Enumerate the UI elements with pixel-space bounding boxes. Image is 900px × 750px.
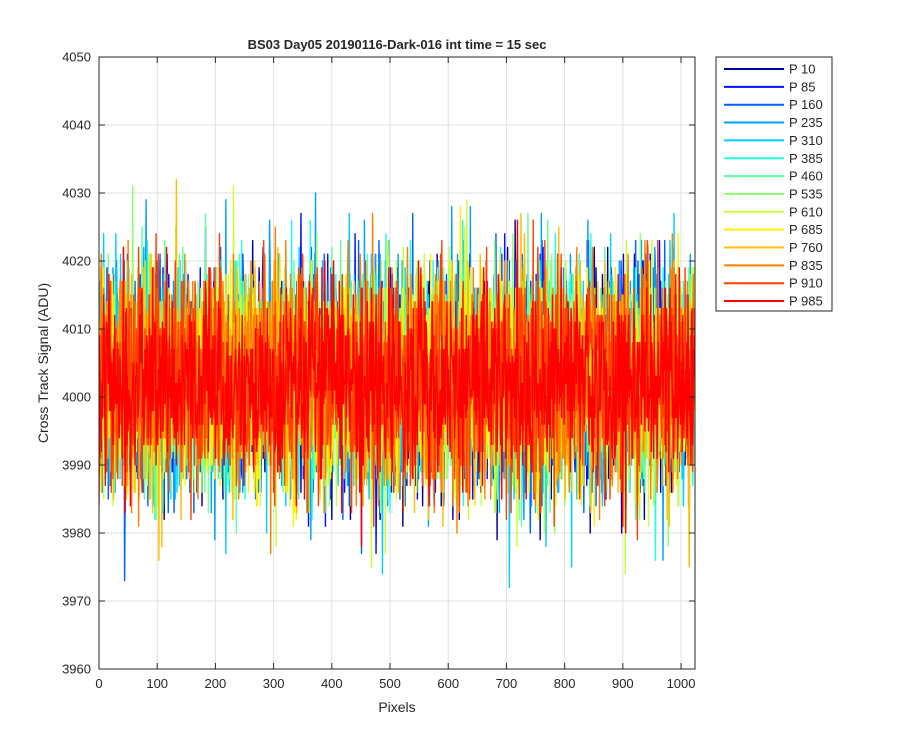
y-tick-label: 4010 bbox=[62, 322, 91, 337]
x-tick-label: 200 bbox=[205, 676, 227, 691]
y-axis-ticks: 3960 3970 3980 3990 4000 4010 4020 4030 4040 4050 bbox=[62, 50, 695, 677]
legend-label: P 760 bbox=[789, 240, 823, 255]
y-tick-label: 4030 bbox=[62, 186, 91, 201]
x-tick-label: 1000 bbox=[667, 676, 696, 691]
legend-label: P 10 bbox=[789, 62, 816, 77]
legend-label: P 310 bbox=[789, 133, 823, 148]
legend-label: P 835 bbox=[789, 258, 823, 273]
x-axis-label: Pixels bbox=[378, 699, 415, 715]
chart-title: BS03 Day05 20190116-Dark-016 int time = … bbox=[248, 37, 547, 52]
legend-label: P 535 bbox=[789, 186, 823, 201]
y-tick-label: 4040 bbox=[62, 118, 91, 133]
x-tick-label: 0 bbox=[95, 676, 102, 691]
legend-label: P 610 bbox=[789, 204, 823, 219]
y-tick-label: 3990 bbox=[62, 458, 91, 473]
x-tick-label: 100 bbox=[146, 676, 168, 691]
x-tick-label: 400 bbox=[321, 676, 343, 691]
legend-label: P 385 bbox=[789, 151, 823, 166]
y-tick-label: 4020 bbox=[62, 254, 91, 269]
legend-box bbox=[715, 56, 833, 312]
legend-label: P 160 bbox=[789, 97, 823, 112]
series-layer bbox=[99, 178, 695, 589]
x-tick-label: 700 bbox=[496, 676, 518, 691]
x-axis-ticks: 0 100 200 300 400 500 600 700 800 900 1000 bbox=[95, 57, 695, 691]
legend: P 10 P 85 P 160 P 235 P 310 P 385 P 460 P 535 P … bbox=[715, 56, 833, 312]
y-tick-label: 4000 bbox=[62, 390, 91, 405]
y-tick-label: 3970 bbox=[62, 594, 91, 609]
y-tick-label: 4050 bbox=[62, 50, 91, 65]
x-tick-label: 800 bbox=[554, 676, 576, 691]
y-axis-label: Cross Track Signal (ADU) bbox=[35, 283, 51, 443]
x-tick-label: 600 bbox=[437, 676, 459, 691]
x-tick-label: 300 bbox=[263, 676, 285, 691]
series-line-p985 bbox=[99, 219, 695, 548]
x-tick-label: 500 bbox=[379, 676, 401, 691]
legend-label: P 85 bbox=[789, 79, 816, 94]
x-tick-label: 900 bbox=[612, 676, 634, 691]
plot-frame bbox=[98, 56, 696, 670]
y-tick-label: 3960 bbox=[62, 662, 91, 677]
y-tick-label: 3980 bbox=[62, 526, 91, 541]
legend-label: P 460 bbox=[789, 169, 823, 184]
legend-label: P 685 bbox=[789, 222, 823, 237]
legend-label: P 235 bbox=[789, 115, 823, 130]
legend-label: P 985 bbox=[789, 294, 823, 309]
series-line-p910 bbox=[99, 219, 695, 541]
legend-label: P 910 bbox=[789, 276, 823, 291]
